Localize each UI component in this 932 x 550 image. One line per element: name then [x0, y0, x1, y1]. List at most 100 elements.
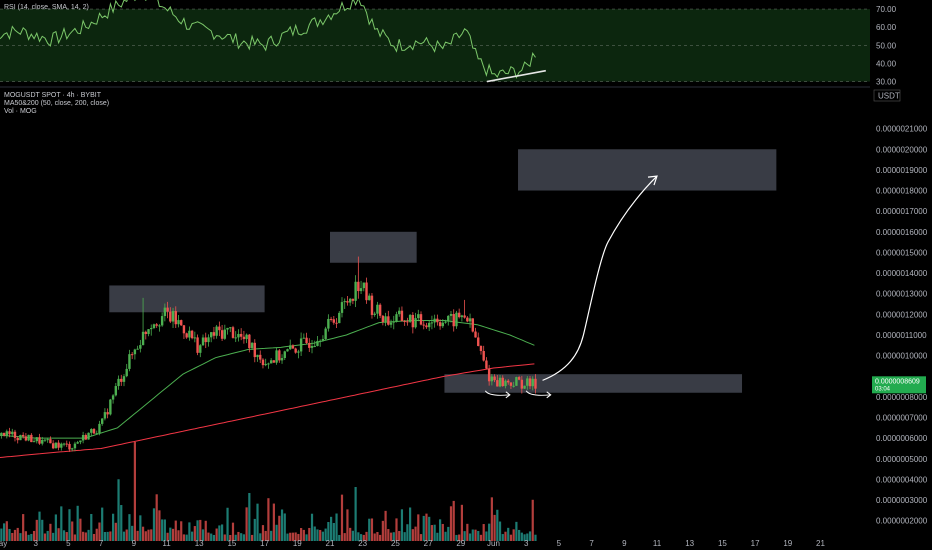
volume-bar [270, 530, 273, 541]
price-tick-label: 0.0000006000 [876, 434, 928, 443]
volume-legend: Vol · MOG [4, 108, 37, 115]
candle-body [133, 349, 137, 355]
candle-body [71, 448, 74, 450]
candle-body [498, 377, 502, 387]
volume-bar [482, 524, 485, 541]
volume-bar [313, 526, 316, 541]
time-tick-label: 29 [456, 539, 465, 548]
volume-bar [92, 533, 96, 541]
volume-bar [351, 530, 354, 541]
volume-bar [471, 529, 474, 541]
volume-bar [373, 533, 376, 541]
volume-bar [447, 526, 450, 541]
volume-bar [498, 521, 502, 541]
volume-bar [368, 518, 371, 541]
candle-body [482, 351, 485, 361]
volume-bar [128, 514, 131, 541]
main-panel[interactable]: MOGUSDT SPOT · 4h · BYBIT MA50&200 (50, … [0, 89, 928, 541]
candle-body [430, 322, 434, 324]
candle-body [84, 435, 88, 440]
volume-bar [302, 529, 305, 541]
volume-bar [463, 531, 466, 541]
candle-body [348, 298, 352, 303]
price-tick-label: 0.0000002000 [876, 517, 928, 526]
volume-bar [283, 513, 286, 541]
volume-bars [0, 442, 537, 541]
volume-bar [103, 531, 107, 541]
volume-bar [316, 529, 319, 541]
candle-body [177, 320, 180, 325]
candle-body [242, 336, 246, 340]
volume-bar [52, 532, 55, 541]
candle-body [160, 316, 164, 326]
candle-body [515, 377, 518, 386]
candle-body [201, 337, 205, 346]
time-tick-label: 19 [293, 539, 302, 548]
candle-body [419, 314, 423, 325]
volume-bar [425, 513, 428, 541]
candle-body [120, 378, 123, 382]
volume-bar [185, 534, 188, 541]
volume-bar [504, 531, 507, 541]
candle-body [286, 349, 289, 352]
rsi-panel[interactable]: RSI (14, close, SMA, 14, 2) 70.00 60.00 50… [0, 0, 897, 87]
candle-body [523, 385, 526, 389]
time-tick-label: 11 [653, 539, 662, 548]
candle-body [455, 312, 458, 327]
candle-body [237, 333, 240, 338]
volume-bar [60, 506, 63, 541]
candle-body [335, 322, 338, 324]
target-zone [518, 149, 777, 191]
candle-body [261, 359, 265, 366]
currency-box[interactable]: USDT [873, 89, 901, 102]
volume-bar [308, 527, 311, 541]
volume-bar [248, 493, 251, 541]
time-tick-label: 5 [557, 539, 562, 548]
candle-body [310, 346, 314, 348]
volume-bar [68, 509, 71, 541]
volume-bar [359, 534, 363, 541]
candle-body [359, 288, 363, 292]
candle-body [8, 431, 11, 435]
candle-body [35, 437, 38, 442]
candle-body [362, 282, 365, 289]
volume-bar [428, 516, 431, 541]
candle-body [111, 395, 115, 400]
candle-body [11, 431, 14, 435]
price-tick-label: 0.0000017000 [876, 207, 928, 216]
volume-bar [362, 534, 365, 541]
volume-bar [414, 526, 417, 541]
volume-bar [286, 533, 289, 541]
volume-bar [144, 531, 147, 541]
volume-bar [289, 532, 292, 541]
candle-body [190, 330, 194, 339]
volume-bar [125, 529, 128, 541]
candle-body [163, 307, 167, 317]
candle-body [297, 351, 300, 353]
candle-body [114, 386, 118, 396]
price-tick-label: 0.0000014000 [876, 269, 928, 278]
candle-body [92, 429, 96, 434]
candle-body [316, 340, 319, 346]
volume-bar [466, 523, 469, 541]
candle-body [283, 351, 286, 358]
volume-bar [338, 534, 341, 541]
volume-bar [256, 503, 259, 541]
volume-bar [152, 508, 156, 541]
candle-body [406, 321, 409, 323]
candle-body [422, 324, 425, 326]
candle-body [504, 380, 507, 387]
volume-bar [49, 523, 52, 541]
candle-body [507, 380, 510, 383]
time-tick-label: 15 [718, 539, 727, 548]
volume-bar [141, 526, 145, 541]
volume-bar [384, 510, 387, 541]
candle-body [209, 332, 213, 338]
candle-body [438, 322, 442, 327]
volume-bar [111, 513, 115, 541]
volume-bar [13, 529, 17, 541]
volume-bar [245, 507, 248, 541]
volume-bar [455, 534, 458, 541]
ma-legend: MA50&200 (50, close, 200, close) [4, 100, 109, 107]
